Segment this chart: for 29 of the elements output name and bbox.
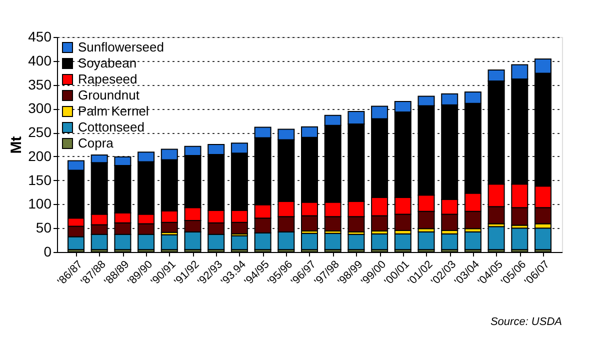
- y-tick-label: 250: [28, 124, 52, 140]
- y-tick-label: 50: [36, 220, 52, 236]
- y-axis-title: Mt: [8, 136, 26, 154]
- y-tick-label: 300: [28, 100, 52, 116]
- bar: [464, 231, 482, 250]
- legend-label: Soyabean: [78, 56, 137, 70]
- y-tick-label: 450: [28, 28, 52, 44]
- y-tick-label: 200: [28, 148, 52, 164]
- y-tick-label: 0: [44, 244, 52, 260]
- bar: [418, 231, 435, 250]
- bar: [230, 235, 248, 250]
- y-tick-label: 350: [28, 76, 52, 92]
- legend-label: Cottonseed: [78, 120, 144, 134]
- legend-label: Rapeseed: [78, 72, 138, 86]
- bar: [394, 233, 412, 250]
- bar: [324, 232, 342, 250]
- legend-label: Sunflowerseed: [78, 40, 164, 54]
- legend-label: Groundnut: [78, 88, 140, 102]
- legend-label: Copra: [78, 136, 114, 150]
- y-tick-label: 100: [28, 196, 52, 212]
- y-tick-label: 400: [28, 52, 52, 68]
- bar: [441, 233, 458, 250]
- bar: [301, 232, 318, 250]
- bar: [160, 234, 178, 250]
- bar: [371, 233, 388, 250]
- bar: [348, 234, 365, 250]
- source-note: Source: USDA: [490, 316, 562, 328]
- y-tick-label: 150: [28, 172, 52, 188]
- legend-label: Palm Kernel: [78, 104, 149, 118]
